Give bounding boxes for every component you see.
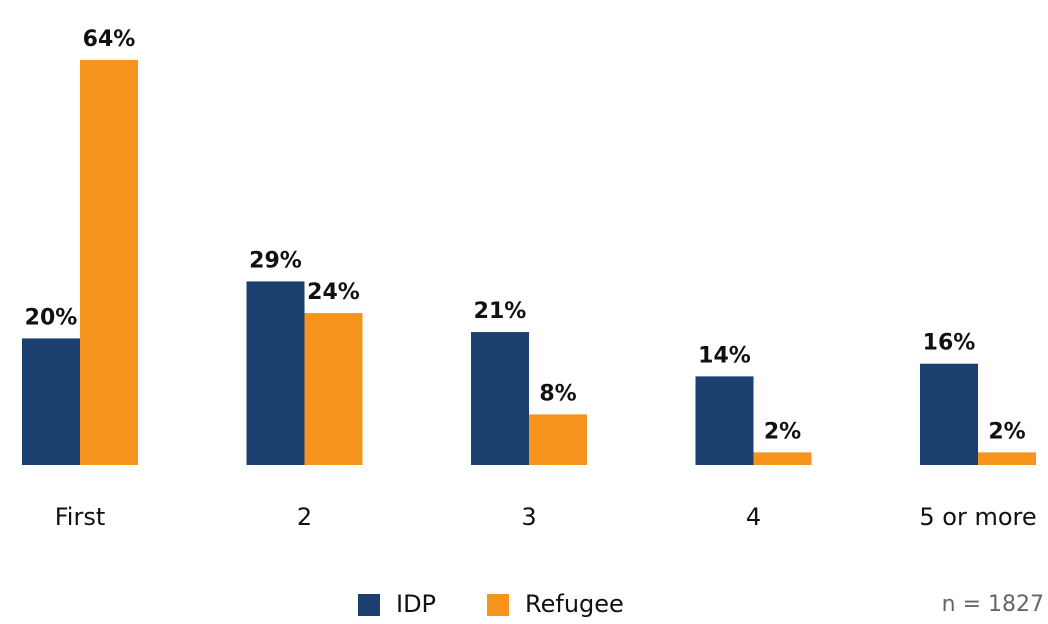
value-label: 8% (539, 381, 576, 406)
bar (22, 338, 80, 465)
value-label: 2% (988, 419, 1025, 444)
legend-swatch (487, 594, 509, 616)
value-label: 29% (249, 248, 302, 273)
value-label: 2% (764, 419, 801, 444)
legend-label: Refugee (525, 590, 624, 618)
value-label: 14% (698, 343, 751, 368)
x-tick-label: 4 (746, 503, 761, 531)
value-label: 20% (25, 305, 78, 330)
x-tick-label: First (55, 503, 106, 531)
bar (978, 452, 1036, 465)
bar (471, 332, 529, 465)
x-tick-label: 2 (297, 503, 312, 531)
legend-swatch (358, 594, 380, 616)
value-label: 64% (83, 27, 136, 52)
annotation: n = 1827 (942, 592, 1044, 617)
bar (753, 452, 812, 465)
bar (304, 313, 363, 465)
bar (529, 414, 587, 465)
value-label: 16% (923, 331, 976, 356)
value-label: 24% (307, 280, 360, 305)
bar (80, 59, 138, 465)
x-tick-label: 3 (521, 503, 536, 531)
x-tick-label: 5 or more (919, 503, 1036, 531)
value-label: 21% (474, 299, 527, 324)
bar (695, 376, 754, 465)
bar (920, 363, 978, 465)
bar (246, 281, 305, 465)
legend-label: IDP (396, 590, 436, 618)
